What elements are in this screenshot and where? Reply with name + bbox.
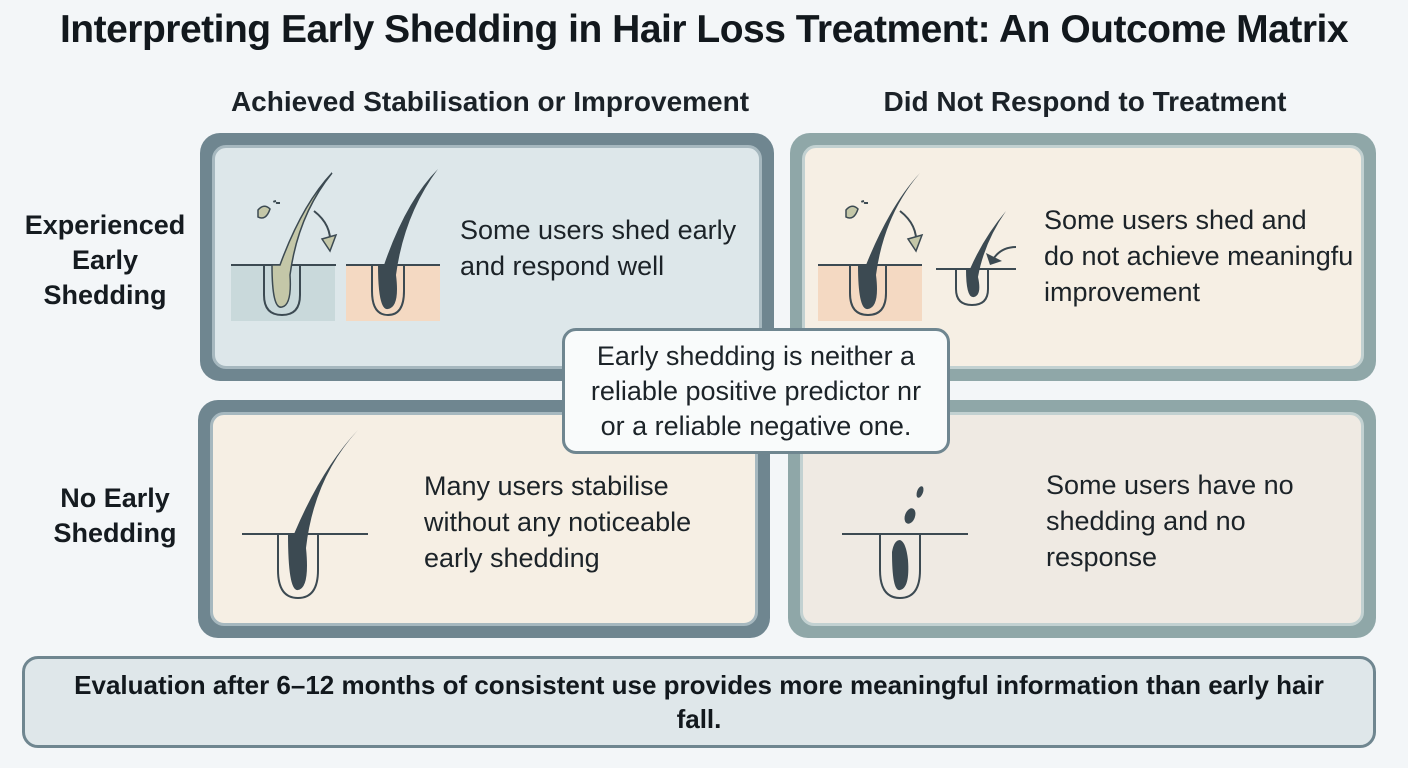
footer-note: Evaluation after 6–12 months of consiste…: [22, 656, 1376, 748]
column-header-improvement: Achieved Stabilisation or Improvement: [230, 86, 750, 117]
page-title: Interpreting Early Shedding in Hair Loss…: [59, 8, 1349, 51]
column-header-no-response: Did Not Respond to Treatment: [883, 86, 1287, 117]
shedding-hair-follicle-icon: [231, 169, 440, 321]
cell-text-shed-improve: Some users shed early and respond well: [460, 215, 737, 281]
row-header-early-shedding: Experienced Early Shedding: [24, 210, 186, 310]
healthy-hair-follicle-icon: [242, 430, 368, 600]
row-header-no-early-shedding: No Early Shedding: [53, 483, 177, 548]
cell-text-noshed-no-response: Some users have no shedding and no respo…: [1046, 470, 1294, 572]
miniaturising-hair-follicle-icon: [818, 173, 1017, 321]
central-callout: Early shedding is neither a reliable pos…: [562, 328, 950, 454]
dormant-hair-follicle-icon: [842, 486, 968, 600]
cell-shed-improve: [200, 133, 774, 381]
cell-text-noshed-improve: Many users stabilise without any noticea…: [424, 471, 692, 573]
cell-text-shed-no-response: Some users shed and do not achieve meani…: [1044, 205, 1354, 307]
